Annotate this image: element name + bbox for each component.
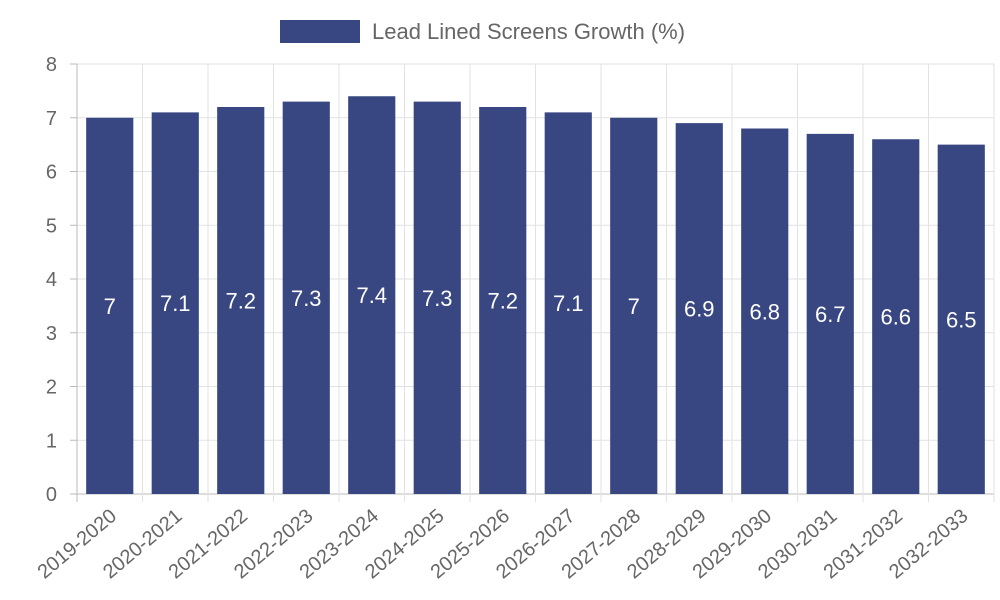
y-tick-label: 5 <box>46 215 57 237</box>
y-tick-label: 3 <box>46 323 57 345</box>
bar-data-label: 7.2 <box>225 289 256 314</box>
bar[interactable] <box>86 117 134 494</box>
bar[interactable] <box>544 112 592 494</box>
bar[interactable] <box>610 117 658 494</box>
bar-data-label: 6.6 <box>880 305 911 330</box>
y-tick-label: 1 <box>46 430 57 452</box>
bar-data-label: 7 <box>104 294 116 319</box>
bar-data-labels: 7 7.1 7.2 7.3 7.4 7.3 7.2 7.1 7 6.9 6.8 6.7 6.6 6.5 <box>104 283 977 332</box>
grid-lines <box>76 63 995 502</box>
legend-swatch <box>280 20 360 43</box>
legend-label: Lead Lined Screens Growth (%) <box>372 19 685 44</box>
bar[interactable] <box>937 144 985 494</box>
bar-data-label: 7.3 <box>291 286 322 311</box>
bar[interactable] <box>413 101 461 494</box>
x-axis-tick-labels: 2019-20202020-20212021-20222022-20232023… <box>34 505 973 583</box>
y-tick-label: 4 <box>46 269 57 291</box>
bar-data-label: 6.9 <box>684 297 715 322</box>
bar-data-label: 7.1 <box>553 291 584 316</box>
bar-data-label: 6.7 <box>815 302 846 327</box>
y-tick-label: 2 <box>46 377 57 399</box>
bar[interactable] <box>806 133 854 494</box>
bar[interactable] <box>741 128 789 495</box>
bar[interactable] <box>217 107 265 494</box>
y-tick-label: 7 <box>46 108 57 130</box>
bar-data-label: 7 <box>628 294 640 319</box>
bar-data-label: 7.4 <box>356 283 387 308</box>
bar-data-label: 6.8 <box>749 299 780 324</box>
bar-data-label: 6.5 <box>946 307 977 332</box>
bar[interactable] <box>282 101 330 494</box>
bars <box>86 96 985 494</box>
bar[interactable] <box>479 107 527 494</box>
bar-data-label: 7.1 <box>160 291 191 316</box>
bar[interactable] <box>151 112 199 494</box>
bar-data-label: 7.3 <box>422 286 453 311</box>
y-axis-tick-labels: 0 1 2 3 4 5 6 7 8 <box>46 54 57 506</box>
bar[interactable] <box>348 96 396 494</box>
legend[interactable]: Lead Lined Screens Growth (%) <box>280 19 685 44</box>
y-tick-label: 6 <box>46 162 57 184</box>
bar[interactable] <box>675 123 723 494</box>
axes <box>70 63 77 495</box>
bar[interactable] <box>872 139 920 494</box>
bar-data-label: 7.2 <box>487 289 518 314</box>
y-tick-label: 8 <box>46 54 57 76</box>
y-tick-label: 0 <box>46 484 57 506</box>
